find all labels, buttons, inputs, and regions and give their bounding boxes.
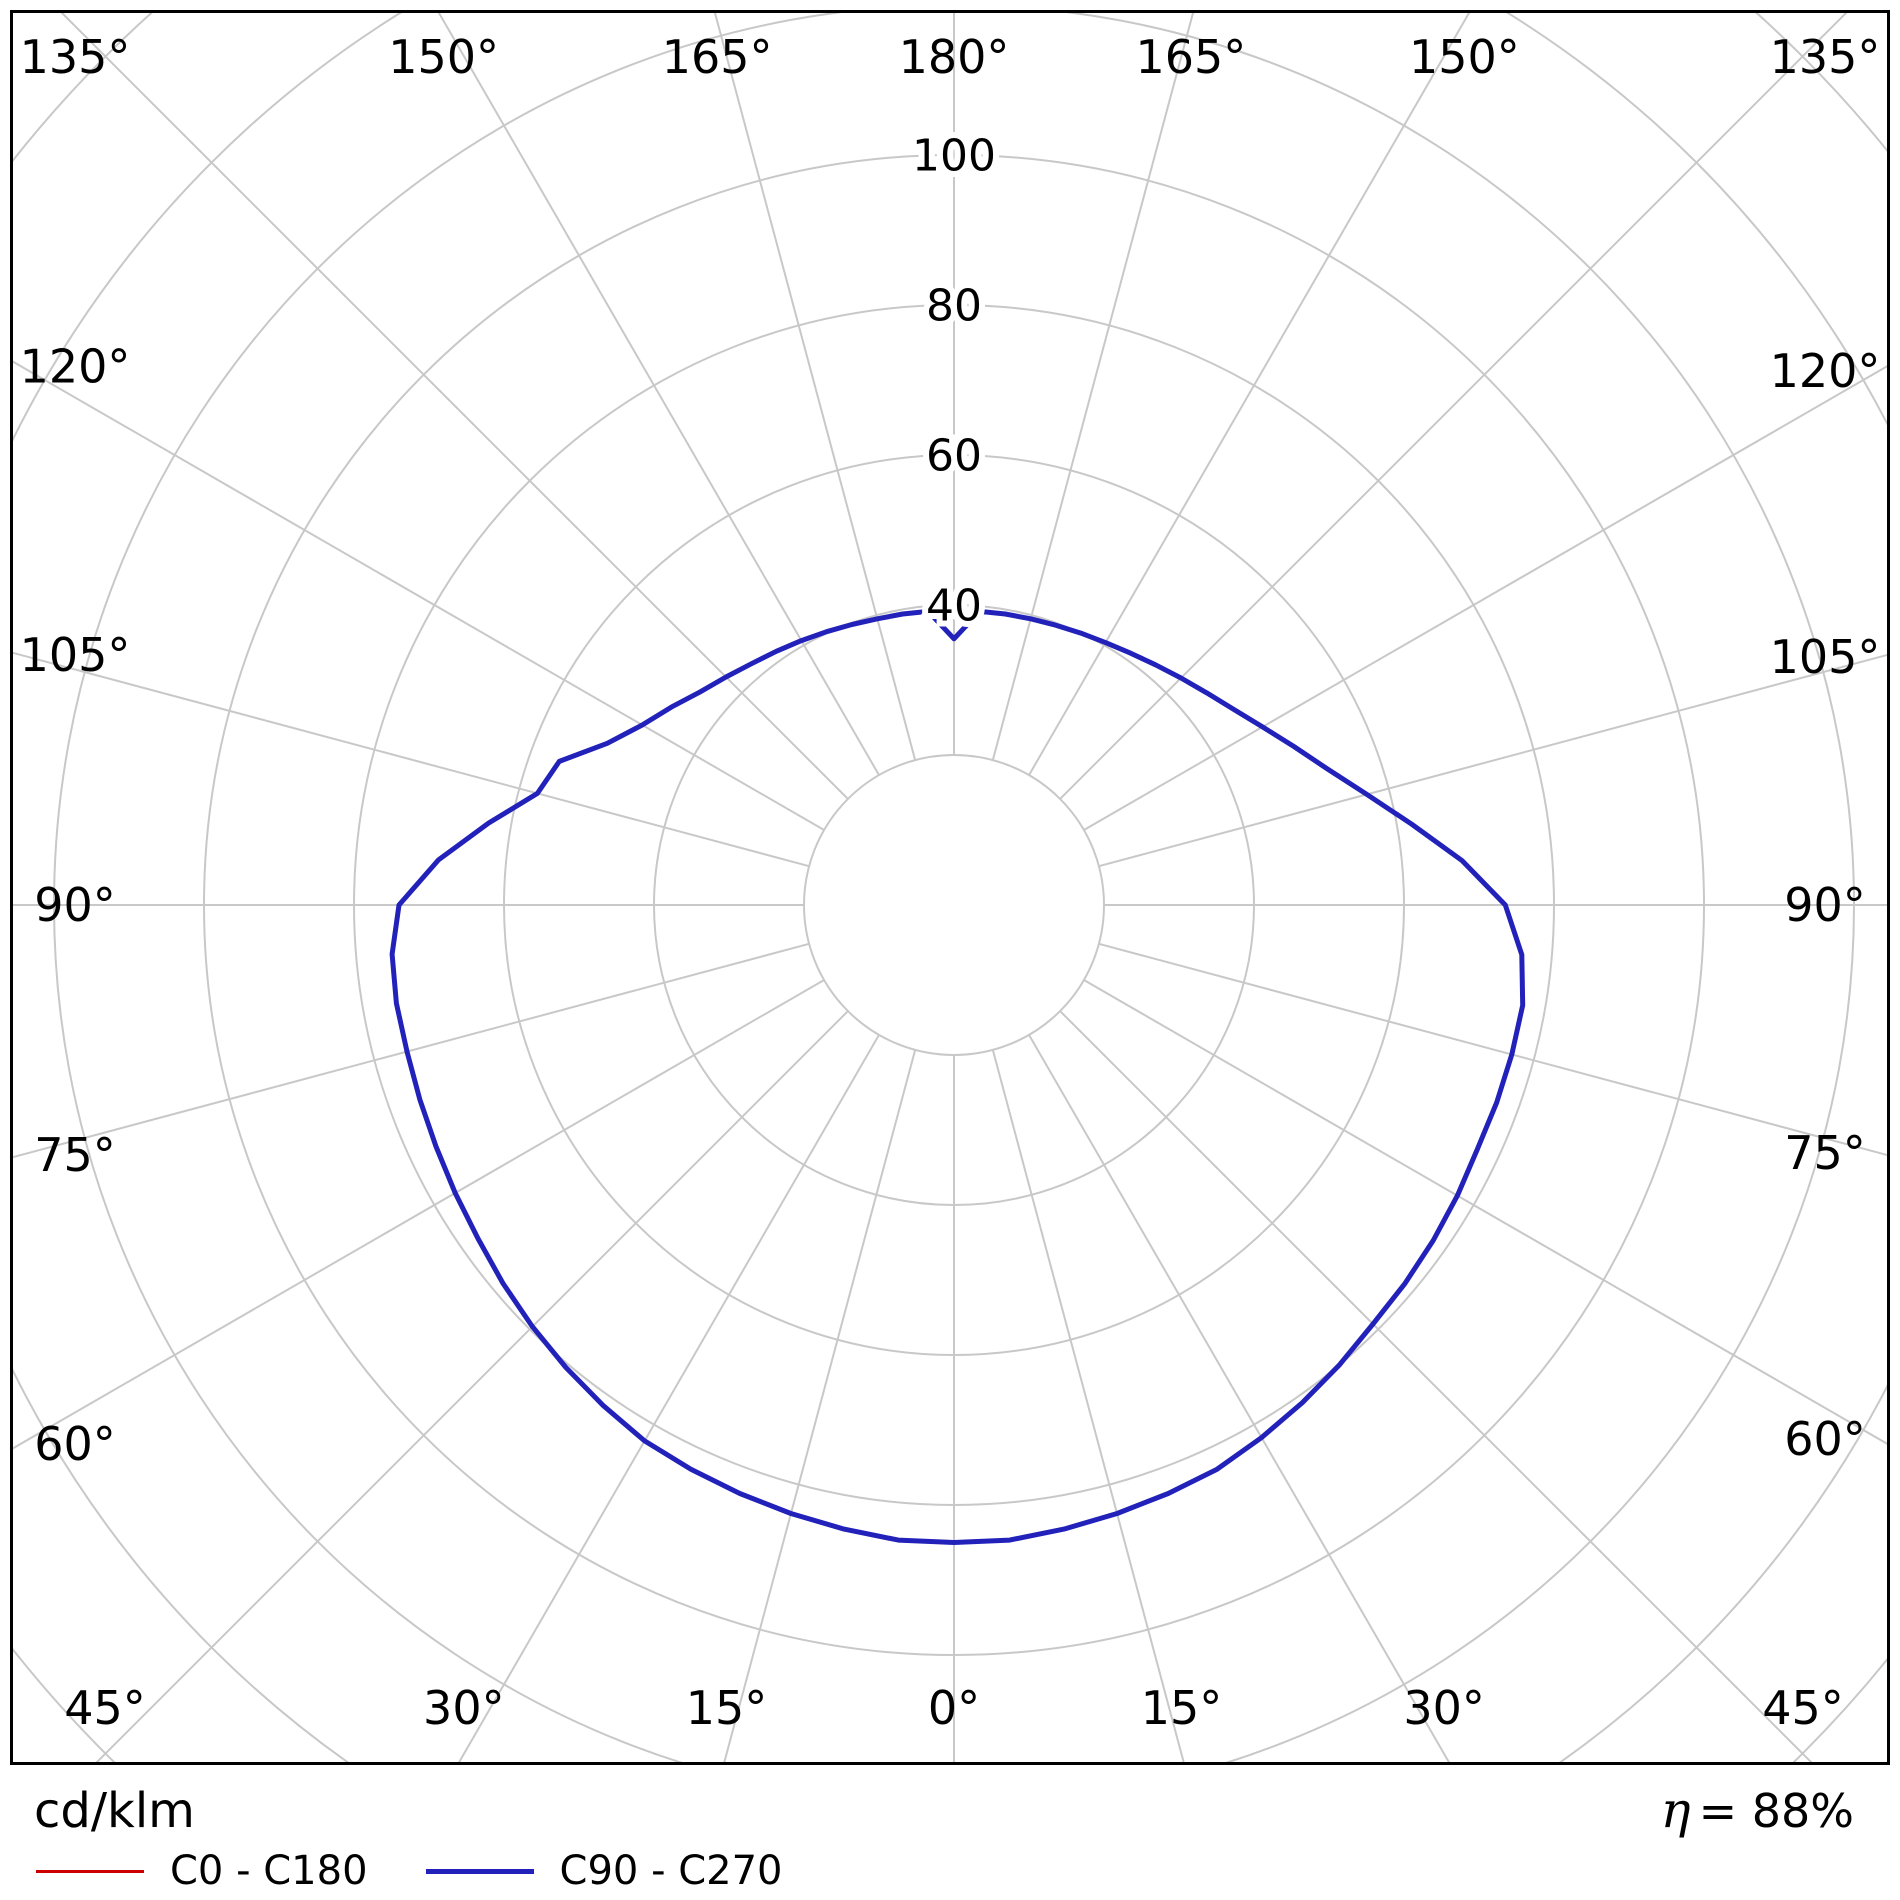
grid-spoke — [13, 979, 825, 1450]
radial-tick-label: 100 — [912, 130, 996, 181]
angle-label: 120° — [1770, 344, 1881, 398]
eta-value: = 88% — [1698, 1784, 1854, 1838]
grid-spoke — [13, 651, 810, 868]
angle-label: 0° — [928, 1681, 980, 1735]
polar-chart: 40 60 80 100 0° 15° 15° 30° 30° 45° 45° 60° 60° 75° 75… — [13, 13, 1887, 1762]
unit-label: cd/klm — [34, 1783, 195, 1839]
chart-frame: 40 60 80 100 0° 15° 15° 30° 30° 45° 45° 60° 60° 75° 75… — [10, 10, 1890, 1765]
angle-label: 165° — [662, 30, 773, 84]
grid-circle — [803, 754, 1105, 1056]
angle-label: 150° — [1409, 30, 1520, 84]
angle-label: 75° — [34, 1128, 116, 1182]
grid-spoke — [1083, 365, 1887, 831]
legend-label-c90-c270: C90 - C270 — [559, 1848, 783, 1894]
angle-label: 135° — [20, 30, 131, 84]
grid-spoke — [723, 1049, 917, 1762]
grid-spoke — [458, 1034, 880, 1762]
grid-spoke — [1098, 942, 1887, 1157]
angle-label: 60° — [1784, 1412, 1866, 1466]
angle-label: 45° — [64, 1681, 146, 1735]
angle-label: 150° — [388, 30, 499, 84]
efficiency-label: η = 88% — [1661, 1785, 1854, 1835]
grid-circle — [13, 13, 1887, 1762]
angle-label: 75° — [1784, 1126, 1866, 1180]
grid-spoke — [95, 1010, 849, 1762]
grid-spoke — [13, 360, 825, 831]
angle-label: 180° — [899, 30, 1010, 84]
angle-label: 90° — [34, 878, 116, 932]
grid-spoke — [1059, 13, 1848, 800]
angle-label: 30° — [423, 1681, 505, 1735]
legend-label-c0-c180: C0 - C180 — [170, 1848, 368, 1894]
angle-label: 15° — [1141, 1681, 1223, 1735]
angle-label: 45° — [1762, 1681, 1844, 1735]
grid-spoke — [60, 13, 849, 800]
radial-tick-label: 80 — [926, 280, 982, 331]
legend: C0 - C180 C90 - C270 — [36, 1851, 783, 1891]
angle-label: 60° — [34, 1417, 116, 1471]
radial-tick-label: 40 — [926, 580, 982, 631]
grid-spoke — [1098, 653, 1887, 868]
grid-circle — [13, 13, 1887, 1762]
angle-label: 105° — [20, 628, 131, 682]
grid-spoke — [1059, 1010, 1813, 1762]
angle-label: 165° — [1135, 30, 1246, 84]
grid-spoke — [437, 13, 880, 776]
eta-symbol: η — [1660, 1781, 1691, 1839]
angle-label: 30° — [1403, 1681, 1485, 1735]
angle-label: 135° — [1770, 30, 1881, 84]
grid-spoke — [1083, 979, 1887, 1445]
chart-footer: cd/klm η = 88% C0 - C180 C90 - C270 — [0, 1765, 1900, 1900]
legend-item-c90-c270: C90 - C270 — [425, 1848, 783, 1894]
legend-swatch-c90-c270 — [425, 1868, 534, 1874]
grid-spoke — [13, 942, 810, 1159]
radial-tick-label: 60 — [926, 430, 982, 481]
legend-item-c0-c180: C0 - C180 — [36, 1851, 368, 1891]
grid-spoke — [1028, 1034, 1450, 1762]
angle-label: 90° — [1784, 878, 1866, 932]
angle-label: 120° — [20, 339, 131, 393]
angle-label: 105° — [1770, 630, 1881, 684]
grid-spoke — [991, 1049, 1185, 1762]
intensity-curve — [389, 608, 1526, 1545]
angle-label: 15° — [686, 1681, 768, 1735]
grid-spoke — [1028, 13, 1471, 776]
grid-spoke — [713, 13, 917, 761]
legend-swatch-c0-c180 — [36, 1869, 144, 1873]
grid-spoke — [991, 13, 1195, 761]
